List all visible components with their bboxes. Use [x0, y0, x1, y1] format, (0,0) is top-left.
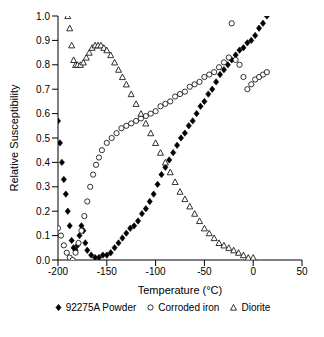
svg-text:1.0: 1.0: [36, 11, 50, 22]
svg-text:0.5: 0.5: [36, 133, 50, 144]
svg-text:0.4: 0.4: [36, 157, 50, 168]
svg-text:0.8: 0.8: [36, 59, 50, 70]
svg-text:-150: -150: [97, 266, 117, 277]
html-text:Diorite: Diorite: [241, 302, 271, 313]
svg-text:0.2: 0.2: [36, 206, 50, 217]
svg-text:Temperature (°C): Temperature (°C): [138, 284, 222, 296]
svg-text:-50: -50: [197, 266, 212, 277]
svg-text:0.9: 0.9: [36, 35, 50, 46]
svg-text:0.6: 0.6: [36, 108, 50, 119]
html-text:92275A Powder: 92275A Powder: [65, 302, 137, 313]
svg-text:-100: -100: [146, 266, 166, 277]
svg-text:-200: -200: [48, 266, 68, 277]
svg-text:0.0: 0.0: [36, 255, 50, 266]
svg-text:0.7: 0.7: [36, 84, 50, 95]
svg-text:0.3: 0.3: [36, 181, 50, 192]
svg-text:0.1: 0.1: [36, 230, 50, 241]
svg-text:50: 50: [296, 266, 308, 277]
svg-text:Relative Susceptibility: Relative Susceptibility: [8, 84, 20, 191]
svg-text:0: 0: [250, 266, 256, 277]
html-text:Corroded iron: Corroded iron: [158, 302, 220, 313]
